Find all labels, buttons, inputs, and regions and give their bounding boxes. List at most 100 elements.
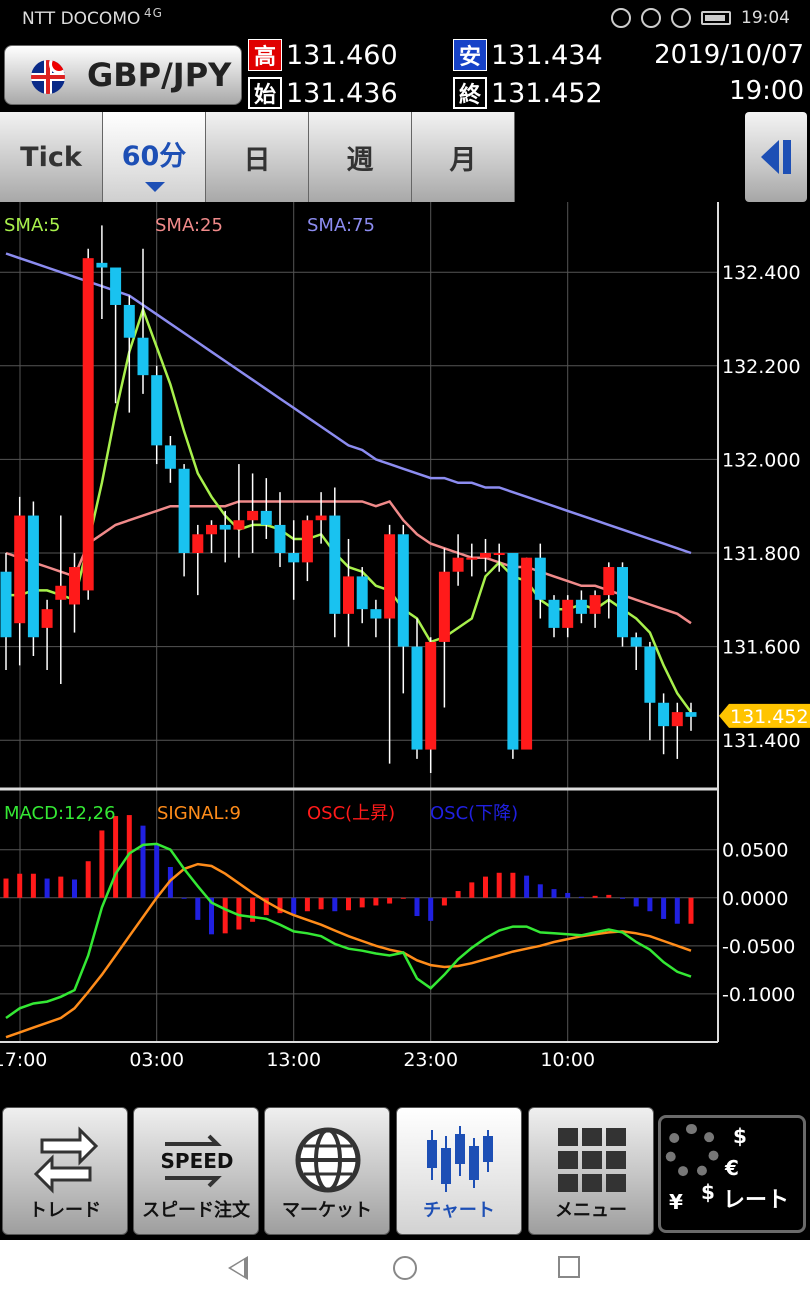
candle: [397, 534, 409, 647]
home-icon[interactable]: [393, 1256, 417, 1280]
time-tick-label: 03:00: [129, 1049, 184, 1071]
macd-panel: [3, 815, 694, 1039]
macd-legend: SIGNAL:9: [157, 803, 241, 824]
collapse-panel-button[interactable]: [745, 112, 807, 202]
bar-icon: [783, 140, 791, 174]
trade-button[interactable]: トレード: [2, 1107, 128, 1235]
osc-bar: [510, 872, 516, 898]
open-quote: 始 131.436: [248, 76, 398, 110]
speed-order-icon: SPEED: [161, 1134, 234, 1188]
recents-icon[interactable]: [558, 1256, 580, 1278]
candle: [411, 646, 423, 750]
candle: [164, 445, 176, 469]
osc-bar: [688, 897, 694, 924]
tab-label: 60分: [121, 140, 187, 172]
back-icon[interactable]: [228, 1256, 248, 1280]
euro-icon: €: [725, 1156, 739, 1180]
tab-month[interactable]: 月: [412, 112, 515, 202]
chart-icon: [427, 1126, 493, 1192]
tab-label: 週: [346, 144, 374, 176]
nav-label: メニュー: [555, 1200, 627, 1221]
osc-bar: [236, 897, 242, 930]
sma75-line: [5, 252, 692, 555]
osc-bar: [58, 876, 64, 898]
osc-bar: [620, 897, 625, 899]
osc-bar: [181, 897, 187, 899]
currency-pair-button[interactable]: GBP/JPY: [4, 45, 242, 105]
candles: [0, 225, 697, 773]
osc-bar: [99, 830, 105, 898]
tab-60min[interactable]: 60分: [103, 112, 206, 202]
rate-label: レート: [722, 1188, 789, 1213]
osc-bar: [44, 878, 50, 898]
macd-tick-label: 0.0000: [722, 888, 788, 910]
tab-tick[interactable]: Tick: [0, 112, 103, 202]
time-tick-label: 17:00: [0, 1049, 47, 1071]
current-price-label: 131.452: [730, 706, 809, 728]
bottom-nav: トレード SPEED スピード注文 マーケット チャート: [0, 1103, 810, 1240]
osc-bar: [72, 879, 77, 898]
candle: [123, 304, 135, 338]
candle: [14, 515, 26, 624]
nav-label: マーケット: [282, 1200, 372, 1221]
candle: [644, 646, 656, 703]
candle: [55, 585, 67, 600]
osc-bar: [647, 897, 653, 912]
close-value: 131.452: [491, 77, 603, 109]
candle: [0, 571, 12, 638]
osc-bar: [661, 897, 667, 919]
candle: [617, 567, 628, 638]
candle: [438, 571, 450, 642]
osc-bar: [263, 897, 269, 916]
alarm-icon: [641, 8, 661, 28]
osc-bar: [674, 897, 680, 924]
candle: [562, 599, 574, 628]
candle: [233, 520, 245, 530]
osc-bar: [592, 895, 598, 898]
candle: [260, 510, 272, 525]
candle: [27, 515, 39, 638]
candle: [329, 515, 341, 614]
dollar-icon: $: [733, 1124, 747, 1148]
candle: [603, 567, 615, 596]
osc-bar: [387, 897, 393, 904]
time-tick-label: 10:00: [540, 1049, 595, 1071]
grid-lines: [0, 202, 719, 1043]
osc-bar: [455, 891, 461, 898]
high-quote: 高 131.460: [248, 38, 398, 72]
osc-bar: [483, 876, 488, 898]
dollar-icon: $: [701, 1180, 715, 1204]
osc-bar: [154, 843, 160, 898]
candle: [343, 576, 354, 614]
market-button[interactable]: マーケット: [264, 1107, 390, 1235]
candle: [219, 524, 231, 530]
speed-order-button[interactable]: SPEED スピード注文: [133, 1107, 259, 1235]
quote-time: 19:00: [729, 76, 804, 106]
chart-button[interactable]: チャート: [396, 1107, 522, 1235]
candle: [671, 712, 683, 727]
price-chart[interactable]: 132.400 132.200 132.000 131.800 131.600 131.4…: [0, 202, 810, 1102]
candle: [507, 553, 519, 750]
osc-bar: [359, 897, 365, 908]
osc-bar: [140, 825, 146, 898]
menu-button[interactable]: メニュー: [528, 1107, 654, 1235]
osc-bar: [537, 884, 543, 898]
osc-bar: [606, 894, 612, 898]
tab-label: 日: [243, 144, 271, 176]
close-quote: 終 131.452: [453, 76, 603, 110]
tab-week[interactable]: 週: [309, 112, 412, 202]
osc-bar: [524, 875, 530, 898]
rate-button[interactable]: $ € ¥ $ レート: [658, 1115, 806, 1233]
candle: [452, 557, 464, 572]
osc-bar: [113, 816, 119, 898]
tab-label: 月: [449, 144, 477, 176]
macd-legend: OSC(下降): [430, 803, 518, 824]
candle: [178, 468, 190, 553]
current-price-marker: [719, 703, 810, 728]
osc-bar: [30, 873, 36, 898]
candle: [137, 337, 149, 376]
low-value: 131.434: [491, 39, 603, 71]
tab-day[interactable]: 日: [206, 112, 309, 202]
price-tick-label: 131.800: [722, 543, 801, 565]
macd-tick-label: -0.0500: [722, 936, 795, 958]
